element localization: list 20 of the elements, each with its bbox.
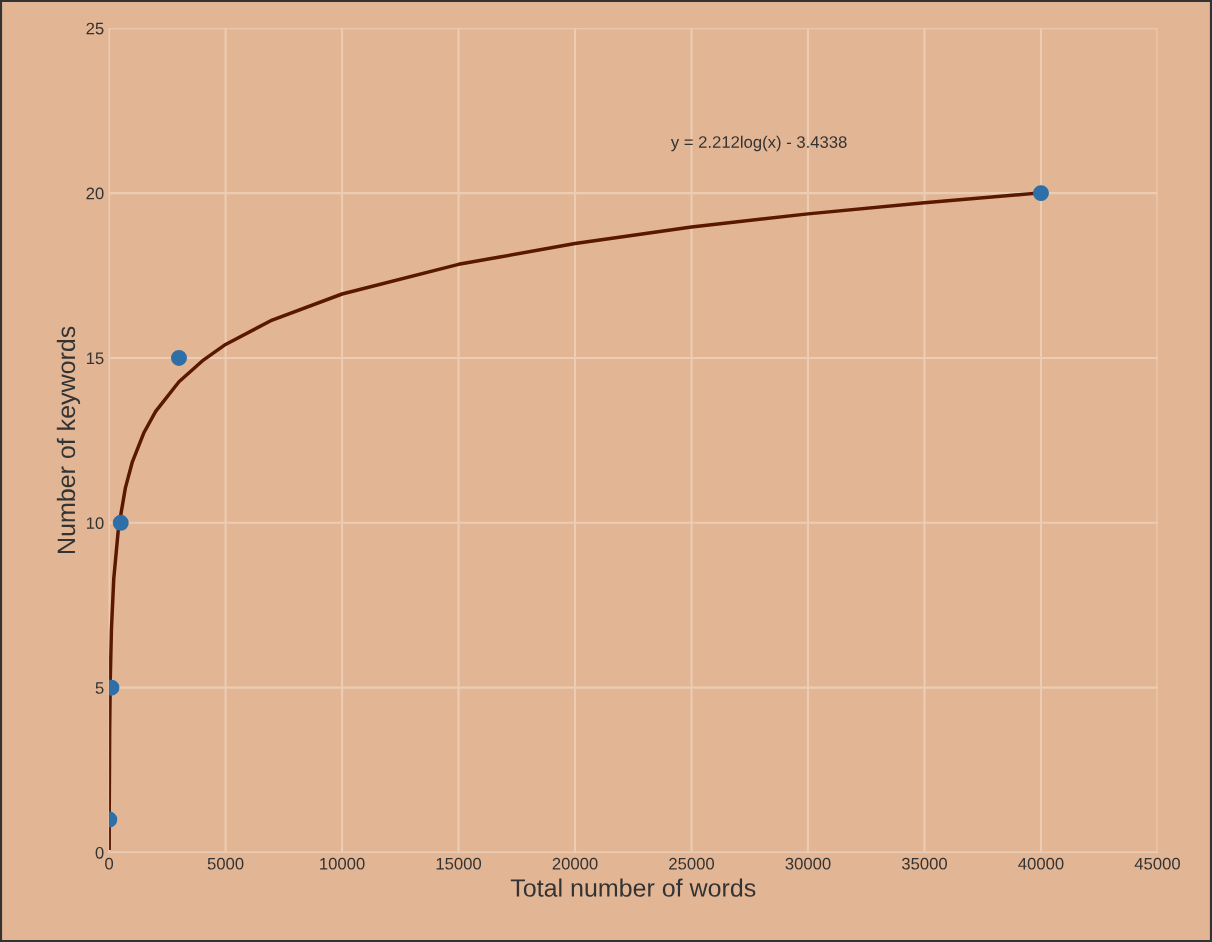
- x-axis-title: Total number of words: [510, 878, 756, 897]
- y-tick-label: 5: [95, 682, 104, 694]
- x-tick-label: 20000: [552, 857, 598, 870]
- y-tick-label: 25: [86, 22, 104, 35]
- annotation: y = 2.212log(x) - 3.4338: [670, 135, 847, 152]
- y-tick-label: 20: [86, 187, 104, 200]
- x-tick-label: 0: [105, 857, 114, 870]
- x-tick-label: 45000: [1134, 857, 1180, 870]
- y-tick-label: 0: [95, 846, 104, 859]
- x-tick-label: 30000: [785, 857, 831, 870]
- y-tick-label: 15: [86, 352, 104, 365]
- x-tick-label: 15000: [436, 857, 482, 870]
- point: [1032, 185, 1049, 202]
- y-axis-title: Number of keywords: [56, 326, 81, 553]
- y-tick-label: 10: [86, 517, 104, 530]
- x-tick-label: 25000: [669, 857, 715, 870]
- x-tick-label: 5000: [207, 857, 244, 870]
- x-tick-label: 10000: [320, 857, 365, 870]
- x-tick-label: 35000: [901, 857, 948, 870]
- x-tick-label: 40000: [1018, 857, 1064, 870]
